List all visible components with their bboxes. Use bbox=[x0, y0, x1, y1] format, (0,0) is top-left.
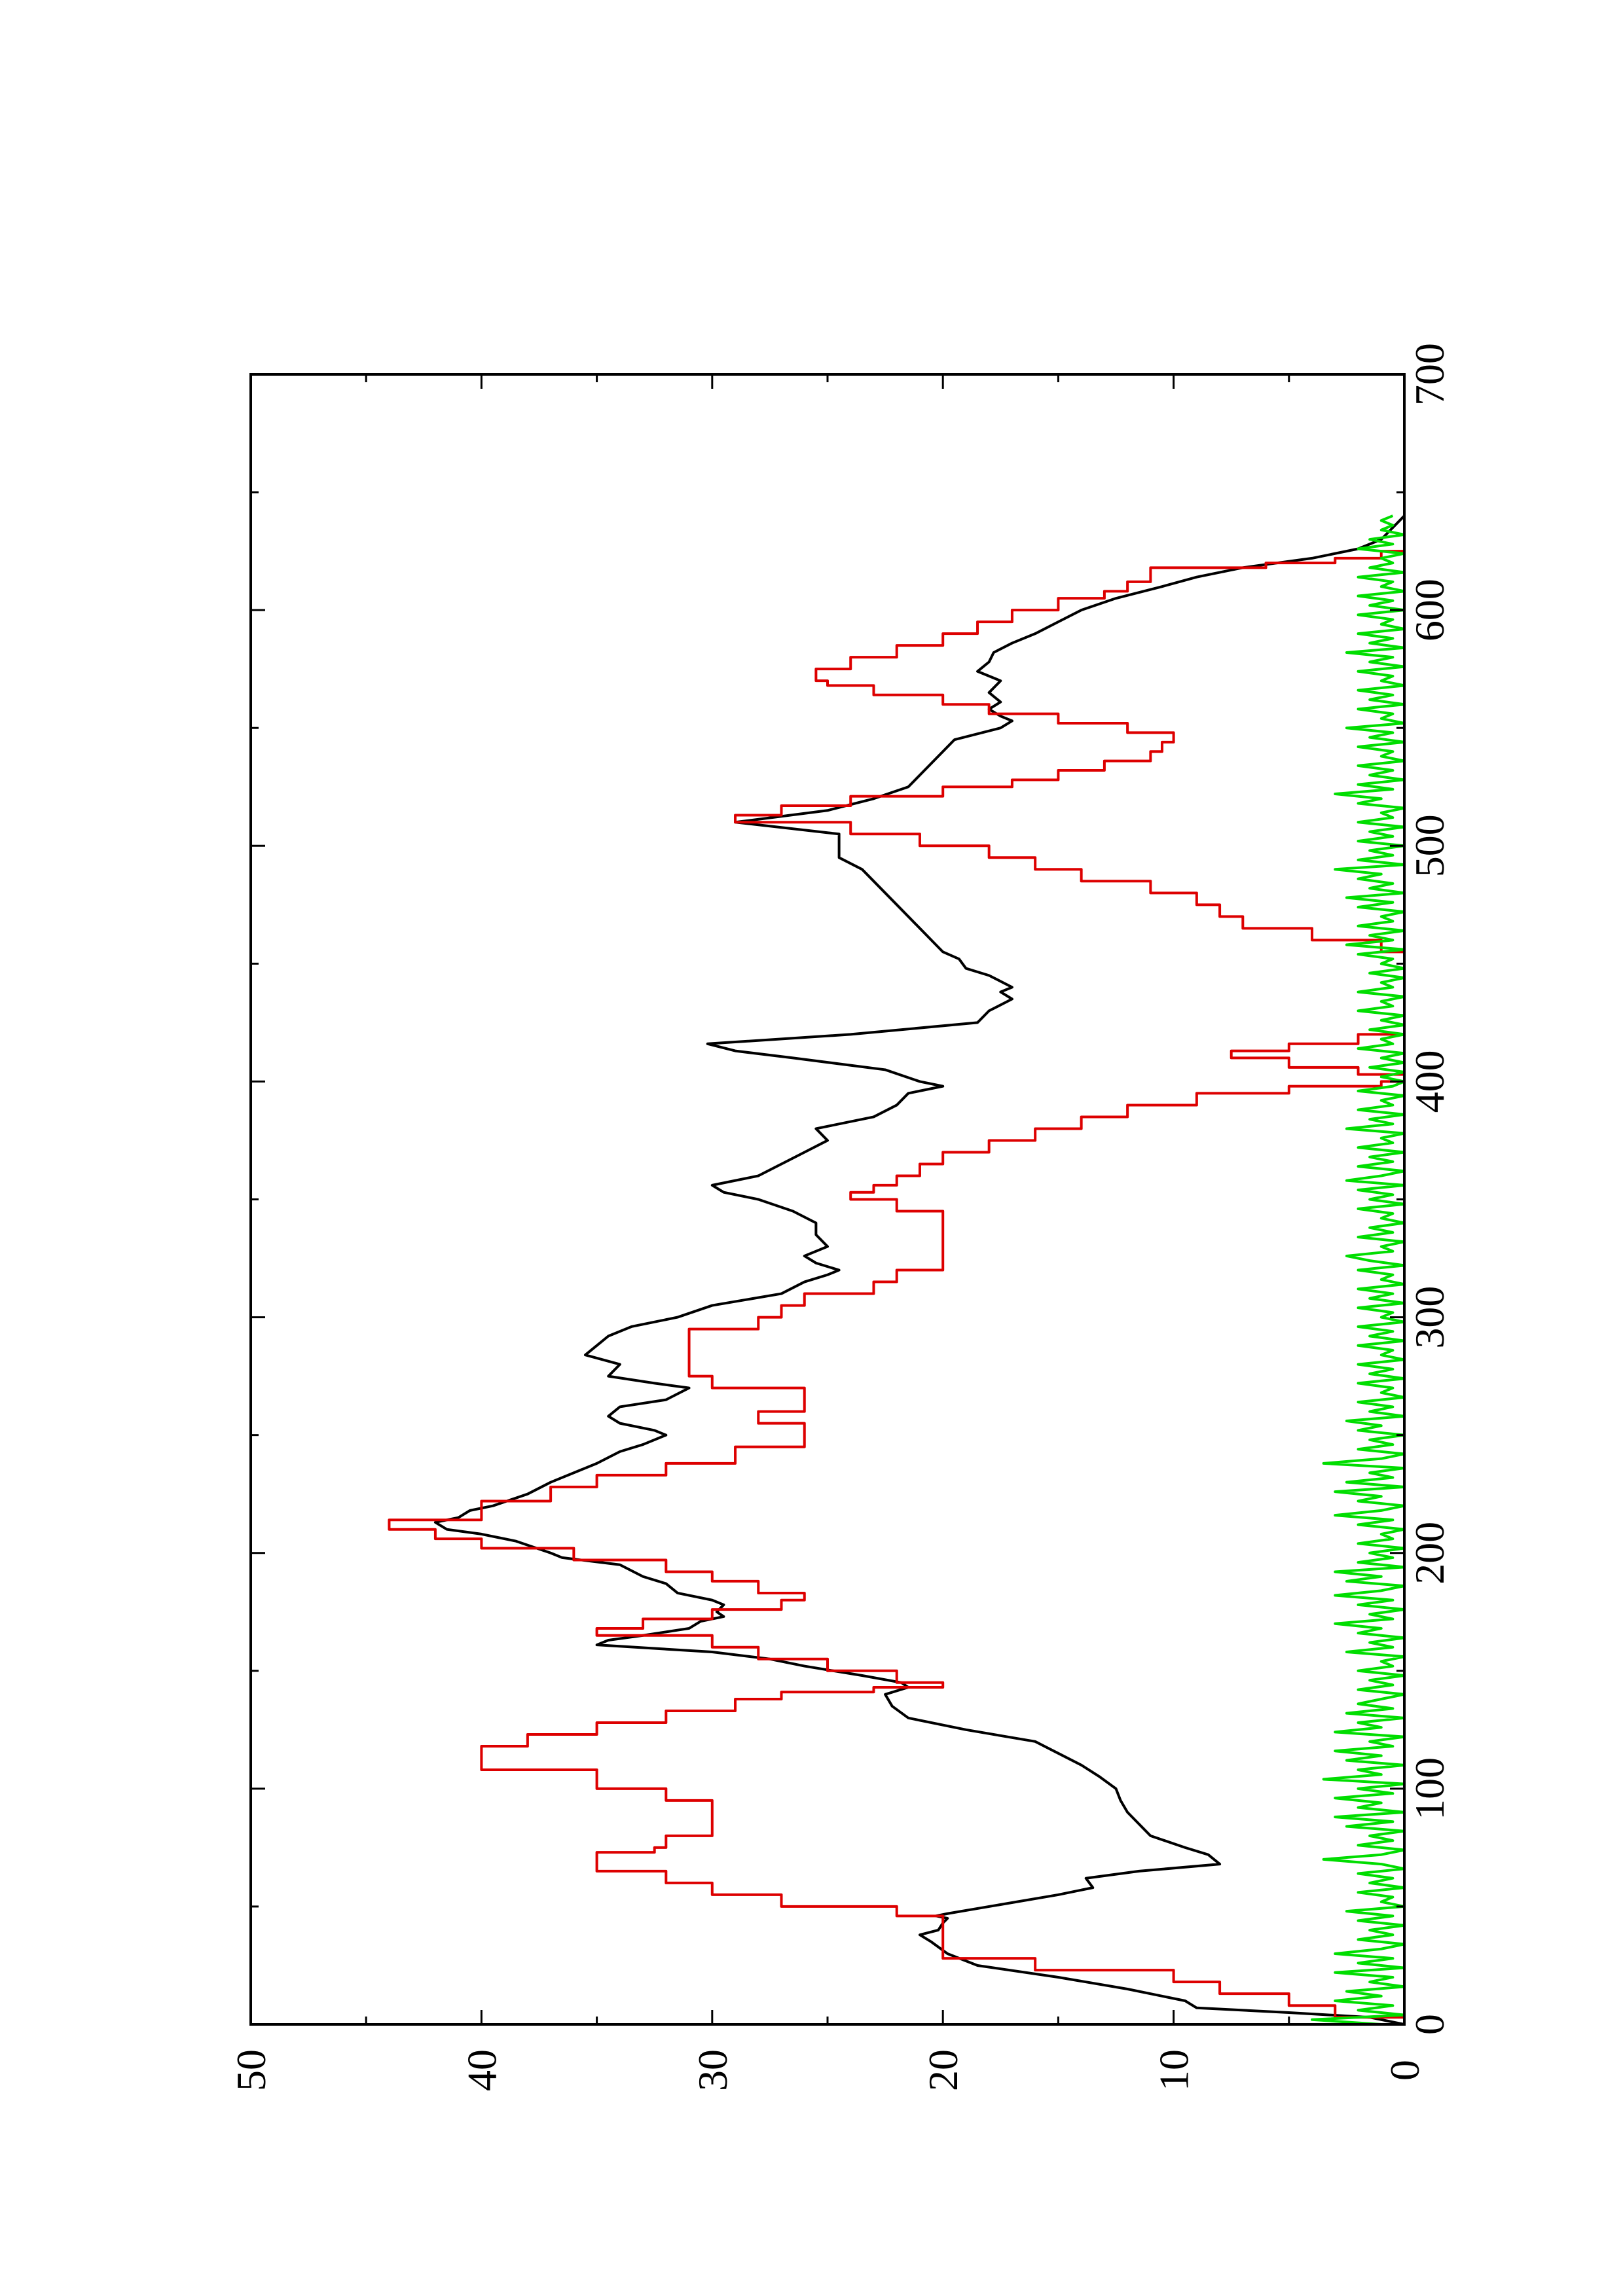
x-tick-label: 600 bbox=[1406, 579, 1453, 641]
red-series-line bbox=[388, 550, 1406, 2024]
y-tick-label: 20 bbox=[920, 2049, 966, 2091]
x-tick-label: 100 bbox=[1406, 1757, 1453, 1820]
series-layer bbox=[388, 514, 1406, 2026]
x-tick-label: 500 bbox=[1406, 814, 1453, 877]
green-series-line bbox=[1311, 514, 1406, 2026]
black-series-line bbox=[433, 514, 1406, 2026]
y-tick-label: 50 bbox=[228, 2049, 274, 2091]
x-tick-label: 700 bbox=[1406, 343, 1453, 406]
y-tick-label: 30 bbox=[689, 2049, 736, 2091]
x-tick-label: 300 bbox=[1406, 1286, 1453, 1349]
ticks-layer bbox=[249, 373, 1406, 2026]
plot-frame bbox=[249, 373, 1406, 2026]
y-tick-label: 0 bbox=[1381, 2060, 1428, 2081]
x-tick-label: 0 bbox=[1406, 2014, 1453, 2035]
y-tick-label: 40 bbox=[458, 2049, 505, 2091]
x-tick-label: 400 bbox=[1406, 1050, 1453, 1113]
y-tick-label: 10 bbox=[1151, 2049, 1197, 2091]
x-tick-label: 200 bbox=[1406, 1522, 1453, 1585]
tick-labels: 0 100 200 300 400 500 600 700 0 10 20 30 40 50 bbox=[228, 343, 1453, 2091]
